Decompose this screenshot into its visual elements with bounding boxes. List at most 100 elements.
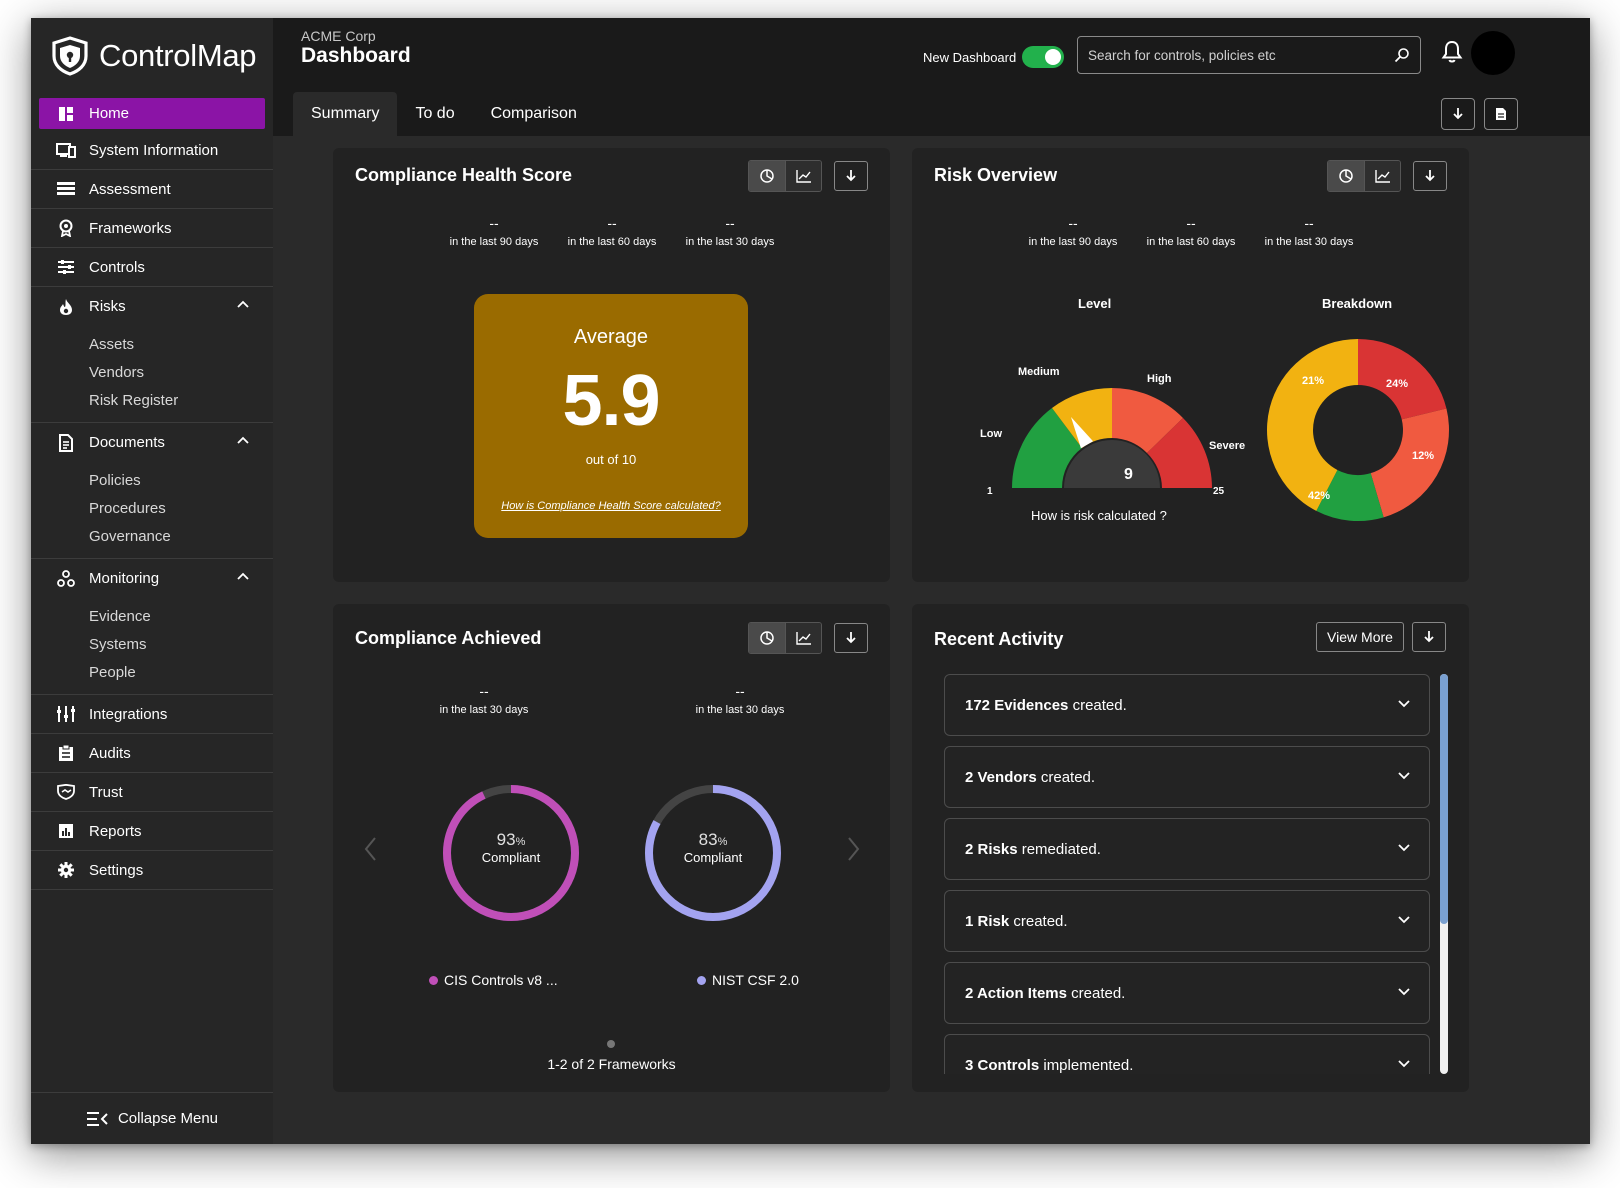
activity-scrollbar-thumb[interactable] bbox=[1440, 674, 1448, 924]
breakdown-label: 42% bbox=[1308, 490, 1331, 502]
download-button[interactable] bbox=[1412, 622, 1446, 652]
bell-icon[interactable] bbox=[1441, 40, 1463, 64]
sidebar-subitem-evidence[interactable]: Evidence bbox=[89, 607, 151, 625]
sidebar-item-home[interactable]: Home bbox=[39, 98, 265, 129]
pie-view-button[interactable] bbox=[749, 623, 785, 653]
sidebar-subitem-policies[interactable]: Policies bbox=[89, 471, 141, 489]
sidebar-subitem-assets[interactable]: Assets bbox=[89, 335, 135, 353]
activity-action: created. bbox=[1036, 768, 1096, 786]
activity-item[interactable]: 172 Evidences created. bbox=[944, 674, 1430, 736]
system-info-icon bbox=[55, 141, 77, 159]
tab-summary[interactable]: Summary bbox=[293, 92, 398, 136]
avatar[interactable] bbox=[1471, 31, 1515, 75]
new-dashboard-toggle[interactable] bbox=[1022, 46, 1065, 68]
activity-list: 172 Evidences created. 2 Vendors created… bbox=[944, 674, 1430, 1074]
risk-overview-card: Risk Overview -- in the last 90 days -- in… bbox=[912, 148, 1469, 582]
sidebar-subitem-vendors[interactable]: Vendors bbox=[89, 363, 145, 381]
legend-dot bbox=[697, 975, 706, 985]
sidebar-subitem-procedures[interactable]: Procedures bbox=[89, 499, 166, 517]
monitoring-icon bbox=[55, 569, 77, 588]
download-button[interactable] bbox=[834, 623, 868, 653]
search-icon[interactable] bbox=[1394, 47, 1410, 63]
percent-unit: % bbox=[717, 836, 728, 848]
pie-view-button[interactable] bbox=[749, 161, 785, 191]
chevron-down-icon bbox=[1398, 700, 1410, 708]
sidebar-item-frameworks[interactable]: Frameworks bbox=[31, 209, 273, 248]
compliance-percent: 93% bbox=[441, 830, 581, 850]
sidebar-item-label: Trust bbox=[89, 783, 123, 801]
stat-value: -- bbox=[607, 215, 617, 231]
risk-calculation-link[interactable]: How is risk calculated ? bbox=[1031, 508, 1167, 523]
stat-nist-30-days: -- in the last 30 days bbox=[681, 684, 799, 716]
recent-activity-card: Recent Activity View More 172 Evidences … bbox=[912, 604, 1469, 1092]
stat-value: -- bbox=[735, 683, 745, 699]
sidebar-item-integrations[interactable]: Integrations bbox=[31, 695, 273, 734]
sidebar-item-settings[interactable]: Settings bbox=[31, 851, 273, 890]
chevron-left-icon[interactable] bbox=[361, 836, 381, 862]
collapse-menu-button[interactable]: Collapse Menu bbox=[31, 1092, 273, 1144]
activity-item[interactable]: 1 Risk created. bbox=[944, 890, 1430, 952]
sidebar-subitem-risk-register[interactable]: Risk Register bbox=[89, 391, 179, 409]
sidebar-item-assessment[interactable]: Assessment bbox=[31, 170, 273, 209]
tab-todo[interactable]: To do bbox=[415, 105, 455, 122]
controls-icon bbox=[55, 258, 77, 276]
activity-item[interactable]: 2 Vendors created. bbox=[944, 746, 1430, 808]
activity-item[interactable]: 2 Action Items created. bbox=[944, 962, 1430, 1024]
pie-view-button[interactable] bbox=[1328, 161, 1364, 191]
download-button[interactable] bbox=[834, 161, 868, 191]
trend-view-button[interactable] bbox=[785, 623, 821, 653]
sidebar-item-label: Monitoring bbox=[89, 570, 160, 587]
stat-30-days: -- in the last 30 days bbox=[1250, 216, 1368, 248]
export-pdf-button[interactable] bbox=[1484, 98, 1518, 130]
compliant-label: Compliant bbox=[481, 850, 541, 865]
chevron-up-icon[interactable] bbox=[237, 435, 249, 447]
documents-submenu: Policies Procedures Governance bbox=[31, 462, 273, 559]
sidebar-subitem-people[interactable]: People bbox=[89, 663, 136, 681]
sidebar-item-monitoring[interactable]: Monitoring bbox=[31, 559, 273, 598]
chevron-right-icon[interactable] bbox=[843, 836, 863, 862]
sidebar-item-risks[interactable]: Risks bbox=[31, 287, 273, 326]
brand-logo[interactable]: ControlMap bbox=[51, 36, 257, 76]
average-out-of: out of 10 bbox=[585, 452, 637, 467]
sidebar-subitem-governance[interactable]: Governance bbox=[89, 527, 171, 545]
legend-label: CIS Controls v8 ... bbox=[444, 972, 558, 988]
sidebar-item-reports[interactable]: Reports bbox=[31, 812, 273, 851]
sidebar-item-system-information[interactable]: System Information bbox=[31, 131, 273, 170]
trend-view-button[interactable] bbox=[785, 161, 821, 191]
search-input[interactable] bbox=[1078, 37, 1378, 73]
sidebar-item-documents[interactable]: Documents bbox=[31, 423, 273, 462]
download-button[interactable] bbox=[1441, 98, 1475, 130]
sidebar-item-trust[interactable]: Trust bbox=[31, 773, 273, 812]
collapse-menu-label: Collapse Menu bbox=[117, 1110, 219, 1127]
download-button[interactable] bbox=[1413, 161, 1447, 191]
gauge-label-severe: Severe bbox=[1209, 440, 1246, 452]
sidebar-item-controls[interactable]: Controls bbox=[31, 248, 273, 287]
monitoring-submenu: Evidence Systems People bbox=[31, 598, 273, 695]
sidebar-item-audits[interactable]: Audits bbox=[31, 734, 273, 773]
pager-dot[interactable] bbox=[607, 1040, 615, 1048]
sidebar-subitem-systems[interactable]: Systems bbox=[89, 635, 147, 653]
documents-icon bbox=[55, 433, 77, 452]
stat-value: -- bbox=[1186, 215, 1196, 231]
view-more-button[interactable]: View More bbox=[1316, 622, 1404, 652]
chevron-up-icon[interactable] bbox=[237, 299, 249, 311]
new-dashboard-label: New Dashboard bbox=[923, 49, 1017, 65]
activity-count: 172 Evidences bbox=[965, 696, 1069, 714]
tab-comparison[interactable]: Comparison bbox=[490, 105, 577, 122]
activity-item[interactable]: 3 Controls implemented. bbox=[944, 1034, 1430, 1074]
activity-count: 2 Action Items bbox=[965, 984, 1067, 1002]
donut-slice-2 bbox=[1316, 469, 1384, 521]
compliance-achieved-card: Compliance Achieved -- in the last 30 day… bbox=[333, 604, 890, 1092]
trend-view-button[interactable] bbox=[1364, 161, 1400, 191]
collapse-menu-icon bbox=[86, 1111, 108, 1126]
search-box bbox=[1077, 36, 1421, 74]
legend-cis: CIS Controls v8 ... bbox=[429, 972, 558, 988]
top-header: ACME Corp Dashboard New Dashboard Summar… bbox=[273, 18, 1590, 136]
activity-item[interactable]: 2 Risks remediated. bbox=[944, 818, 1430, 880]
document-icon bbox=[1496, 108, 1506, 120]
gauge-needle bbox=[1071, 416, 1094, 449]
score-calculation-link[interactable]: How is Compliance Health Score calculate… bbox=[501, 500, 721, 512]
audits-icon bbox=[55, 744, 77, 762]
stat-label: in the last 30 days bbox=[685, 236, 775, 248]
chevron-up-icon[interactable] bbox=[237, 571, 249, 583]
